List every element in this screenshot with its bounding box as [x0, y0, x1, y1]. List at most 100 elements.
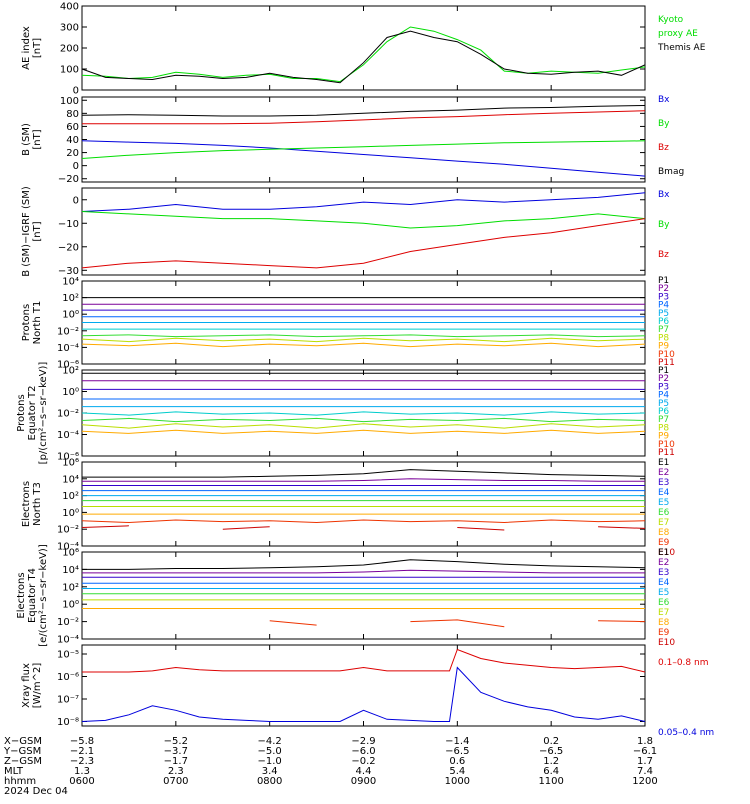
footer-value-hhmm: 1200 [632, 776, 657, 787]
footer-value-z: 1.2 [543, 756, 559, 767]
y-axis-label: Equator T2 [27, 386, 38, 441]
y-tick-label: 80 [66, 109, 79, 120]
series-line-p7 [81, 417, 646, 423]
footer-value-mlt: 4.4 [356, 766, 372, 777]
y-tick-label: 10⁻² [57, 617, 79, 628]
legend-label: Bmag [658, 167, 684, 177]
series-line-e9 [81, 519, 646, 524]
series-line-e2 [82, 569, 645, 574]
legend-label: E8 [658, 528, 670, 538]
y-tick-label: 10⁴ [62, 277, 79, 288]
legend-label: E10 [658, 548, 675, 558]
series-line-p9 [81, 342, 646, 348]
legend-label: P3 [658, 382, 669, 392]
series-line-e1 [82, 469, 646, 478]
footer-value-hhmm: 0900 [351, 776, 376, 787]
series-line-p7 [81, 334, 646, 338]
footer-value-x: −5.2 [164, 736, 188, 747]
series-line-p8 [81, 423, 646, 429]
y-axis-label: Electrons [16, 572, 27, 618]
series-line-p8 [81, 337, 646, 343]
footer-value-mlt: 3.4 [262, 766, 278, 777]
y-axis-label: Equator T4 [27, 568, 38, 623]
y-tick-label: 100 [60, 65, 79, 76]
y-axis-label: [nT] [32, 129, 43, 149]
y-axis-label: [e/(cm²−s−sr−keV)] [38, 544, 49, 647]
footer-value-x: −2.9 [351, 736, 375, 747]
y-tick-label: 400 [60, 2, 79, 13]
footer-value-x: −5.8 [70, 736, 94, 747]
legend-label: P9 [658, 342, 669, 352]
footer-value-z: 1.7 [637, 756, 653, 767]
legend-label: E5 [658, 588, 669, 598]
legend-label: proxy AE [658, 29, 698, 39]
legend-label: P5 [658, 309, 669, 319]
y-axis-label: B (SM) [21, 123, 32, 156]
footer-value-y: −6.5 [445, 746, 469, 757]
y-tick-label: 10² [62, 491, 79, 502]
y-tick-label: 10⁶ [62, 548, 79, 559]
y-tick-label: 10⁴ [62, 474, 79, 485]
series-line-e9 [269, 619, 646, 628]
legend-label: By [658, 119, 670, 129]
footer-row-label: Y−GSM [3, 746, 41, 757]
y-axis-label: Electrons [21, 481, 32, 527]
y-tick-label: 20 [66, 148, 79, 159]
y-tick-label: 10⁰ [62, 508, 79, 519]
series-line-bz [81, 218, 646, 269]
series-line-kyoto-proxy-ae [81, 26, 646, 83]
y-tick-label: 10⁻⁶ [57, 360, 79, 371]
y-axis-label: Protons [21, 304, 32, 341]
legend-label: Themis AE [657, 43, 706, 53]
y-tick-label: 10⁻² [57, 326, 79, 337]
y-tick-label: 10⁻⁵ [57, 650, 79, 661]
legend-label: P10 [658, 350, 675, 360]
legend-label: E4 [658, 578, 670, 588]
y-tick-label: 10⁰ [62, 310, 79, 321]
y-tick-label: 10² [62, 293, 79, 304]
footer-value-z: −1.7 [164, 756, 188, 767]
legend-label: Bz [658, 143, 669, 153]
y-tick-label: 10⁻⁸ [57, 717, 79, 728]
legend-label: P4 [658, 301, 669, 311]
legend-label: P8 [658, 423, 669, 433]
footer-value-mlt: 5.4 [449, 766, 465, 777]
legend-label: Bx [658, 95, 670, 105]
y-tick-label: 10⁻² [57, 409, 79, 420]
legend-label: E7 [658, 608, 669, 618]
footer-value-hhmm: 1000 [445, 776, 470, 787]
footer-value-y: −6.5 [539, 746, 563, 757]
legend-label: P9 [658, 432, 669, 442]
legend-label: E9 [658, 538, 670, 548]
legend-label: P5 [658, 399, 669, 409]
y-tick-label: 0 [73, 161, 79, 172]
legend-label: P11 [658, 448, 675, 458]
series-line-by [81, 140, 646, 159]
legend-label: P2 [658, 284, 669, 294]
footer-row-label: X−GSM [4, 736, 42, 747]
footer-value-y: −2.1 [70, 746, 94, 757]
y-axis-label: AE index [21, 26, 32, 70]
footer-value-mlt: 1.3 [74, 766, 90, 777]
footer-row-label: MLT [4, 766, 24, 777]
footer-row-label: hhmm [4, 776, 36, 787]
series-line-bx [81, 140, 646, 177]
footer-value-x: 0.2 [543, 736, 559, 747]
series-line-p9 [81, 429, 646, 434]
y-tick-label: 10⁻⁴ [57, 542, 79, 553]
panel-frame-8 [81, 644, 646, 727]
series-line-bz [82, 110, 646, 125]
footer-value-hhmm: 0800 [257, 776, 282, 787]
y-axis-label: Protons [16, 394, 27, 431]
footer-row-label: Z−GSM [4, 756, 42, 767]
legend-label: P3 [658, 292, 669, 302]
legend-label: P6 [658, 317, 669, 327]
legend-label: Bx [658, 190, 670, 200]
series-line-e2 [82, 478, 645, 482]
legend-label: P6 [658, 407, 669, 417]
legend-label: E4 [658, 488, 670, 498]
y-axis-label: B (SM)−IGRF (SM) [21, 186, 32, 277]
footer-value-z: 0.6 [449, 756, 465, 767]
legend-label: E6 [658, 508, 670, 518]
footer-value-y: −6.0 [351, 746, 375, 757]
